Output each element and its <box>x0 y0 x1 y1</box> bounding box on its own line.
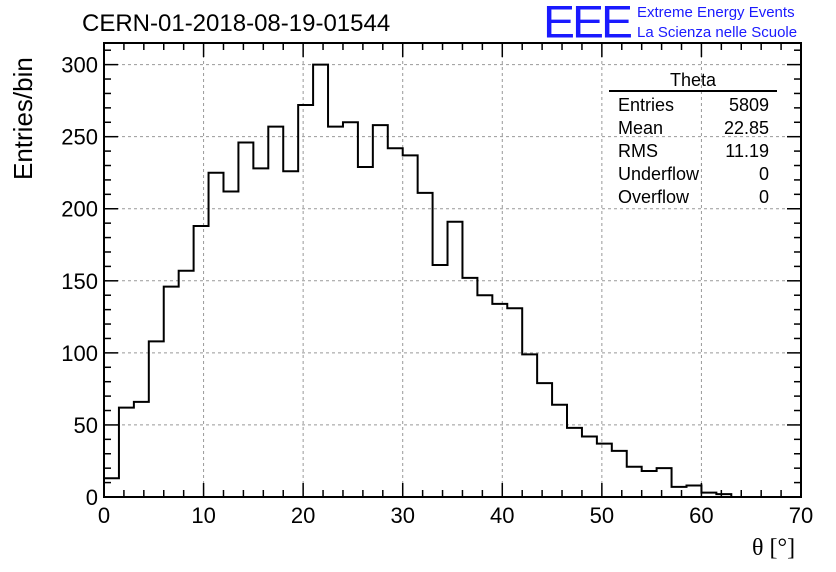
y-axis-label: Entries/bin <box>8 57 38 180</box>
stats-label: Underflow <box>618 164 700 184</box>
x-tick-label: 70 <box>789 503 813 528</box>
stats-value: 5809 <box>728 95 769 115</box>
stats-label: RMS <box>618 141 658 161</box>
stats-value: 11.19 <box>725 141 769 161</box>
x-tick-label: 20 <box>291 503 315 528</box>
x-tick-label: 0 <box>98 503 110 528</box>
y-tick-label: 250 <box>61 125 98 150</box>
logo-line-2: La Scienza nelle Scuole <box>637 24 798 41</box>
stats-title: Theta <box>609 70 777 92</box>
stats-row-underflow: Underflow 0 <box>609 163 777 186</box>
grid-lines <box>104 43 801 497</box>
histogram-step-line <box>104 63 747 498</box>
tick-labels: 0 10 20 30 40 50 60 70 0 50 100 150 200 250 300 <box>61 53 813 528</box>
plot-frame <box>103 42 802 498</box>
y-tick-label: 300 <box>61 53 98 78</box>
x-tick-label: 40 <box>490 503 514 528</box>
stats-row-entries: Entries 5809 <box>609 94 777 117</box>
x-tick-label: 50 <box>590 503 614 528</box>
chart-title: CERN-01-2018-08-19-01544 <box>82 10 391 37</box>
x-tick-label: 30 <box>390 503 414 528</box>
stats-label: Entries <box>618 95 675 115</box>
stats-label: Mean <box>618 118 664 138</box>
y-tick-label: 50 <box>74 413 98 438</box>
stats-value: 22.85 <box>723 118 769 138</box>
stats-row-overflow: Overflow 0 <box>609 186 777 209</box>
stats-row-rms: RMS 11.19 <box>609 140 777 163</box>
axis-ticks <box>103 43 802 498</box>
x-axis-label: θ [°] <box>752 535 796 561</box>
y-tick-label: 150 <box>61 269 98 294</box>
stats-label: Overflow <box>618 187 690 207</box>
y-tick-label: 100 <box>61 341 98 366</box>
stats-row-mean: Mean 22.85 <box>609 117 777 140</box>
y-tick-label: 0 <box>86 485 98 510</box>
eee-logo: EEE <box>543 0 633 48</box>
stats-value: 0 <box>758 187 769 207</box>
x-tick-label: 60 <box>689 503 713 528</box>
logo-line-1: Extreme Energy Events <box>637 4 795 21</box>
stats-value: 0 <box>758 164 769 184</box>
x-tick-label: 10 <box>191 503 215 528</box>
y-tick-label: 200 <box>61 197 98 222</box>
stats-box: Theta Entries 5809 Mean 22.85 RMS 11.19 … <box>609 70 777 209</box>
